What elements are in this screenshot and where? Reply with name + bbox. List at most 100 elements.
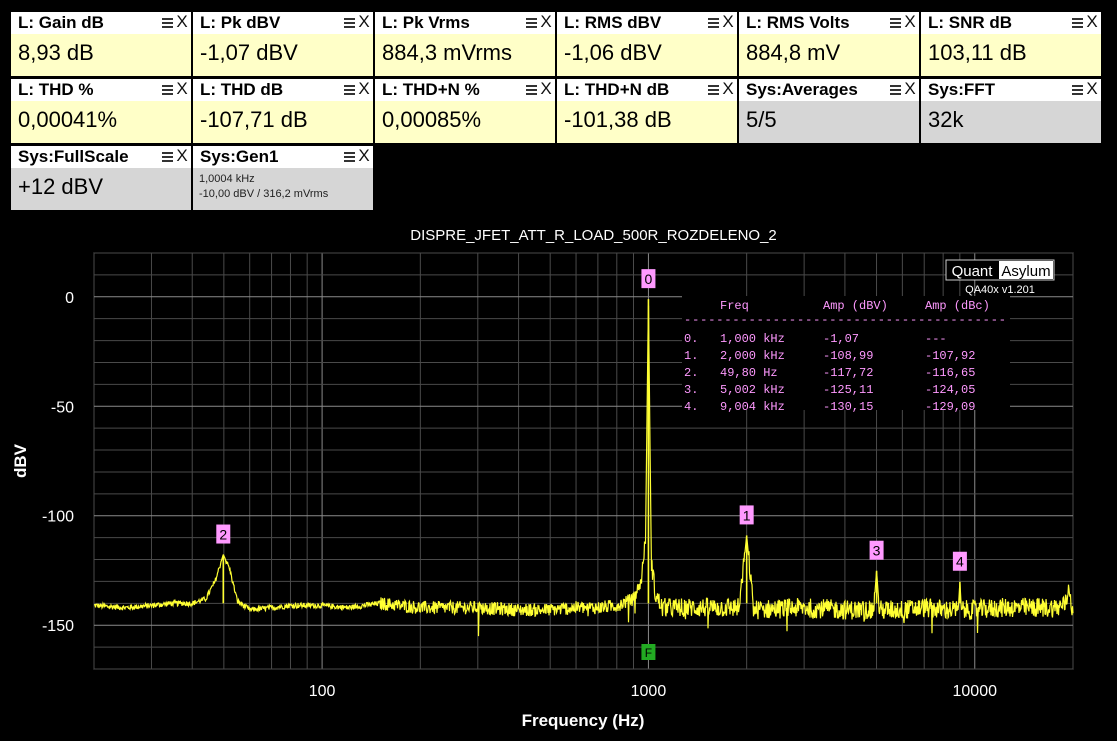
close-icon[interactable]: X	[176, 146, 188, 165]
table-cell-freq: 5,002 kHz	[720, 383, 785, 397]
tile-header: L: RMS Volts X	[739, 12, 919, 34]
tile-value: -1,06 dBV	[564, 40, 662, 65]
spectrum-trace	[93, 305, 1074, 637]
menu-icon[interactable]	[890, 83, 901, 97]
menu-icon[interactable]	[1072, 16, 1083, 30]
tile-value: 103,11 dB	[928, 40, 1027, 65]
tile-l-thd-n[interactable]: L: THD+N % X 0,00085%	[375, 79, 555, 143]
harmonic-table-bg	[682, 296, 1010, 410]
tile-body: 884,8 mV	[739, 34, 919, 76]
logo-quant: Quant	[952, 263, 994, 280]
table-cell-amp-dbv: -130,15	[823, 400, 873, 414]
menu-icon[interactable]	[344, 150, 355, 164]
menu-icon[interactable]	[162, 83, 173, 97]
tile-sys-gen1[interactable]: Sys:Gen1 X 1,0004 kHz -10,00 dBV / 316,2…	[193, 146, 373, 210]
tile-header: L: Pk dBV X	[193, 12, 373, 34]
tile-body: -107,71 dB	[193, 101, 373, 143]
tile-header: L: RMS dBV X	[557, 12, 737, 34]
table-cell-amp-dbc: -107,92	[925, 349, 975, 363]
close-icon[interactable]: X	[722, 79, 734, 98]
tile-header: Sys:Averages X	[739, 79, 919, 101]
tile-title: L: SNR dB	[928, 13, 1013, 32]
tile-l-gain-db[interactable]: L: Gain dB X 8,93 dB	[11, 12, 191, 76]
close-icon[interactable]: X	[358, 146, 370, 165]
table-cell-index: 4.	[684, 400, 698, 414]
x-tick-label: 100	[309, 683, 336, 700]
table-cell-amp-dbc: -129,09	[925, 400, 975, 414]
table-cell-index: 3.	[684, 383, 698, 397]
menu-icon[interactable]	[1072, 83, 1083, 97]
tile-body: +12 dBV	[11, 168, 191, 210]
menu-icon[interactable]	[708, 83, 719, 97]
tile-sys-fullscale[interactable]: Sys:FullScale X +12 dBV	[11, 146, 191, 210]
tile-title: Sys:FFT	[928, 80, 996, 99]
tile-l-pk-vrms[interactable]: L: Pk Vrms X 884,3 mVrms	[375, 12, 555, 76]
menu-icon[interactable]	[526, 16, 537, 30]
table-header-freq: Freq	[720, 299, 749, 313]
menu-icon[interactable]	[526, 83, 537, 97]
close-icon[interactable]: X	[358, 79, 370, 98]
tile-body: -1,07 dBV	[193, 34, 373, 76]
tile-title: L: Gain dB	[18, 13, 104, 32]
tile-sys-averages[interactable]: Sys:Averages X 5/5	[739, 79, 919, 143]
table-cell-amp-dbv: -125,11	[823, 383, 873, 397]
menu-icon[interactable]	[344, 16, 355, 30]
table-separator: ----------------------------------------	[684, 313, 1006, 327]
table-cell-amp-dbc: -124,05	[925, 383, 975, 397]
close-icon[interactable]: X	[722, 12, 734, 31]
menu-icon[interactable]	[890, 16, 901, 30]
close-icon[interactable]: X	[540, 12, 552, 31]
close-icon[interactable]: X	[358, 12, 370, 31]
tile-title: L: THD %	[18, 80, 94, 99]
tile-l-snr-db[interactable]: L: SNR dB X 103,11 dB	[921, 12, 1101, 76]
table-cell-freq: 49,80 Hz	[720, 366, 778, 380]
close-icon[interactable]: X	[540, 79, 552, 98]
tile-value: -107,71 dB	[200, 107, 308, 132]
menu-icon[interactable]	[708, 16, 719, 30]
logo-asylum: Asylum	[1001, 263, 1050, 280]
tile-body: -101,38 dB	[557, 101, 737, 143]
close-icon[interactable]: X	[176, 79, 188, 98]
table-cell-amp-dbc: ---	[925, 332, 947, 346]
table-header-amp-dbv: Amp (dBV)	[823, 299, 888, 313]
menu-icon[interactable]	[162, 150, 173, 164]
tile-header: Sys:FFT X	[921, 79, 1101, 101]
harmonic-marker	[641, 269, 656, 289]
tile-value: 8,93 dB	[18, 40, 94, 65]
tile-value: 884,3 mVrms	[382, 40, 513, 65]
harmonic-marker	[869, 540, 884, 560]
tile-l-thd[interactable]: L: THD % X 0,00041%	[11, 79, 191, 143]
close-icon[interactable]: X	[1086, 79, 1098, 98]
tile-title: L: THD+N dB	[564, 80, 670, 99]
close-icon[interactable]: X	[904, 79, 916, 98]
tile-title: L: Pk dBV	[200, 13, 281, 32]
tile-value: -1,07 dBV	[200, 40, 298, 65]
tile-value: -101,38 dB	[564, 107, 672, 132]
tile-l-thd-db[interactable]: L: THD dB X -107,71 dB	[193, 79, 373, 143]
close-icon[interactable]: X	[176, 12, 188, 31]
harmonic-marker	[952, 551, 967, 571]
tile-l-pk-dbv[interactable]: L: Pk dBV X -1,07 dBV	[193, 12, 373, 76]
y-tick-label: -100	[42, 509, 74, 526]
table-cell-amp-dbc: -116,65	[925, 366, 975, 380]
tile-value: 884,8 mV	[746, 40, 841, 65]
menu-icon[interactable]	[162, 16, 173, 30]
tile-l-rms-dbv[interactable]: L: RMS dBV X -1,06 dBV	[557, 12, 737, 76]
fundamental-marker-label: F	[645, 646, 652, 660]
harmonic-marker-label: 1	[743, 507, 751, 523]
tile-body: 32k	[921, 101, 1101, 143]
table-cell-amp-dbv: -117,72	[823, 366, 873, 380]
close-icon[interactable]: X	[1086, 12, 1098, 31]
tile-sys-fft[interactable]: Sys:FFT X 32k	[921, 79, 1101, 143]
tile-l-thd-n-db[interactable]: L: THD+N dB X -101,38 dB	[557, 79, 737, 143]
harmonic-marker-label: 0	[645, 271, 653, 287]
menu-icon[interactable]	[344, 83, 355, 97]
tile-value: 5/5	[746, 107, 777, 132]
tile-title: L: RMS Volts	[746, 13, 850, 32]
tile-l-rms-volts[interactable]: L: RMS Volts X 884,8 mV	[739, 12, 919, 76]
close-icon[interactable]: X	[904, 12, 916, 31]
table-cell-index: 2.	[684, 366, 698, 380]
tile-value: 0,00085%	[382, 107, 482, 132]
tile-value: 32k	[928, 107, 964, 132]
harmonic-marker-label: 4	[956, 554, 964, 570]
